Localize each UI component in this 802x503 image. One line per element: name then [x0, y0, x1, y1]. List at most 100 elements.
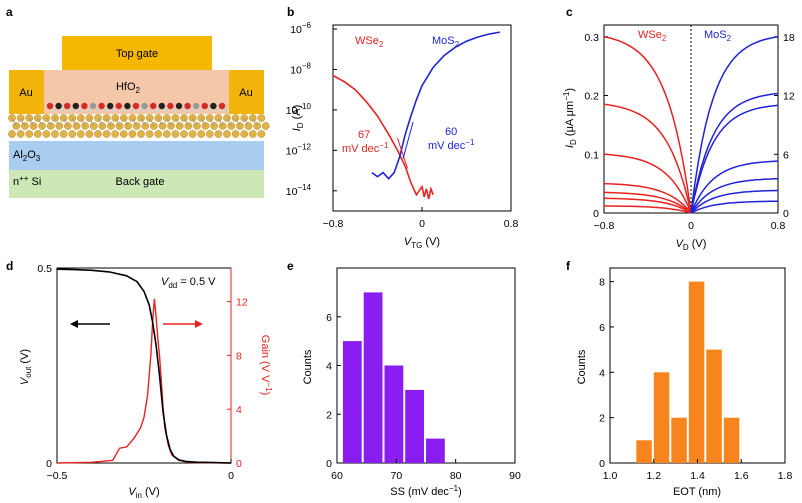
- panel-d-arrow-left: [70, 320, 110, 328]
- panel-c-xlabel: VD (V): [676, 238, 707, 252]
- panel-c-right-tick-label: 6: [783, 149, 789, 161]
- lattice-atom: [197, 130, 206, 138]
- molecule-atom: [72, 102, 80, 110]
- panel-b-ytick-label: 10−6: [290, 21, 311, 36]
- molecule-atom: [55, 102, 62, 110]
- lattice-bond: [11, 117, 17, 127]
- molecule-atom: [184, 102, 191, 110]
- lattice-bond: [106, 117, 112, 127]
- lattice-atom: [223, 130, 231, 138]
- lattice-atom: [162, 130, 171, 138]
- top-gate-layer: [62, 36, 212, 70]
- molecule-hydrogen: [121, 108, 125, 112]
- lattice-atom: [111, 130, 120, 138]
- panel-e-bar: [426, 438, 445, 463]
- panel-c-mos2-curve: [690, 189, 779, 214]
- panel-f-bar: [688, 281, 705, 463]
- panel-c-ylabel: ID (μA μm−1): [562, 88, 578, 148]
- lattice-bond: [28, 117, 34, 127]
- panel-e-ytick-label: 2: [326, 409, 332, 421]
- panel-f-xtick-label: 1.0: [603, 470, 618, 482]
- lattice-bond: [175, 117, 180, 127]
- molecule-hydrogen: [69, 108, 74, 112]
- panel-d-right-ylabel: Gain (V V−1): [259, 335, 273, 395]
- panel-c-wse2-curve: [603, 205, 692, 214]
- panel-c-left-tick-label: 0.1: [584, 149, 599, 161]
- molecule-hydrogen: [172, 108, 177, 112]
- panel-f-bar: [723, 417, 740, 463]
- molecule-atom: [81, 102, 88, 110]
- panel-f-bar: [653, 372, 670, 463]
- lattice-bond: [166, 117, 172, 127]
- panel-c-mos2-curve: [690, 200, 778, 214]
- lattice-atom: [119, 130, 128, 138]
- lattice-bond: [37, 117, 43, 127]
- panel-f-ytick-label: 8: [599, 277, 605, 289]
- panel-f-bar: [706, 349, 722, 463]
- lattice-atom: [33, 130, 42, 138]
- panel-b-legend-mos2: MoS2: [432, 35, 460, 49]
- si-label: n++ Si: [13, 174, 41, 188]
- molecule-hydrogen: [129, 108, 134, 112]
- panel-b-annotation-mos2-ss: 60: [445, 126, 457, 138]
- lattice-bond: [132, 117, 137, 127]
- lattice-atom: [145, 130, 154, 138]
- au-left-contact: [9, 70, 44, 114]
- lattice-atom: [240, 114, 249, 122]
- panel-d-right-tick-label: 4: [236, 404, 242, 416]
- panel-b-annotation-wse2-unit: mV dec−1: [342, 141, 389, 155]
- lattice-bond: [183, 117, 189, 127]
- panel-e-bar: [342, 341, 362, 463]
- panel-d-xtick-label: 0: [228, 470, 234, 482]
- molecule-hydrogen: [78, 108, 82, 112]
- hfo2-label: HfO2: [116, 81, 141, 95]
- panel-c-right-tick-label: 0: [783, 208, 789, 220]
- molecule-atom: [210, 102, 217, 110]
- panel-c-legend-mos2: MoS2: [704, 29, 732, 43]
- panel-c-mos2-curve: [690, 92, 779, 214]
- panel-b-annotation-wse2-ss: 67: [358, 129, 370, 141]
- lattice-atom: [76, 130, 85, 138]
- molecule-atom: [201, 102, 208, 110]
- molecule-atom: [193, 102, 200, 110]
- lattice-atom: [59, 130, 68, 138]
- molecule-atom: [98, 102, 105, 110]
- molecule-hydrogen: [215, 108, 220, 112]
- lattice-bond: [80, 117, 86, 127]
- panel-f-xtick-label: 1.4: [690, 470, 705, 482]
- lattice-bond: [226, 117, 232, 127]
- molecule-atom: [124, 102, 131, 110]
- wse2-lattice: [8, 114, 270, 138]
- panel-d-ylabel: Vout (V): [19, 349, 33, 385]
- panel-b-ytick-label: 10−14: [286, 183, 312, 198]
- lattice-atom: [197, 114, 206, 122]
- lattice-atom: [171, 130, 180, 138]
- molecule-atom: [89, 102, 97, 110]
- panel-f-ytick-label: 6: [599, 322, 605, 334]
- panel-e-ytick-label: 0: [326, 458, 332, 470]
- lattice-bond: [192, 117, 198, 127]
- lattice-bond: [140, 117, 146, 127]
- molecule-atom: [141, 102, 148, 110]
- lattice-atom: [214, 130, 223, 138]
- molecule-hydrogen: [164, 108, 168, 112]
- lattice-bond: [46, 117, 51, 127]
- molecule-atom: [132, 102, 140, 110]
- lattice-atom: [248, 130, 257, 138]
- panel-c-wse2-curve: [603, 182, 692, 214]
- panel-b-ss-line-wse2: [397, 138, 409, 169]
- panel-d-left-tick-label: 0.5: [37, 263, 52, 275]
- lattice-bond: [63, 117, 69, 127]
- lattice-atom: [162, 114, 171, 122]
- lattice-atom: [261, 122, 270, 130]
- molecule-atom: [107, 102, 114, 110]
- panel-d-arrow-right: [163, 320, 203, 328]
- panel-e-xlabel: SS (mV dec−1): [390, 484, 461, 498]
- lattice-bond: [89, 117, 94, 127]
- au-right-contact: [229, 70, 264, 114]
- panel-letter-b: b: [287, 5, 294, 19]
- panel-d-right-tick-label: 12: [236, 297, 248, 309]
- panel-b-xtick-label: 0: [419, 218, 425, 230]
- panel-c-left-tick-label: 0: [593, 208, 599, 220]
